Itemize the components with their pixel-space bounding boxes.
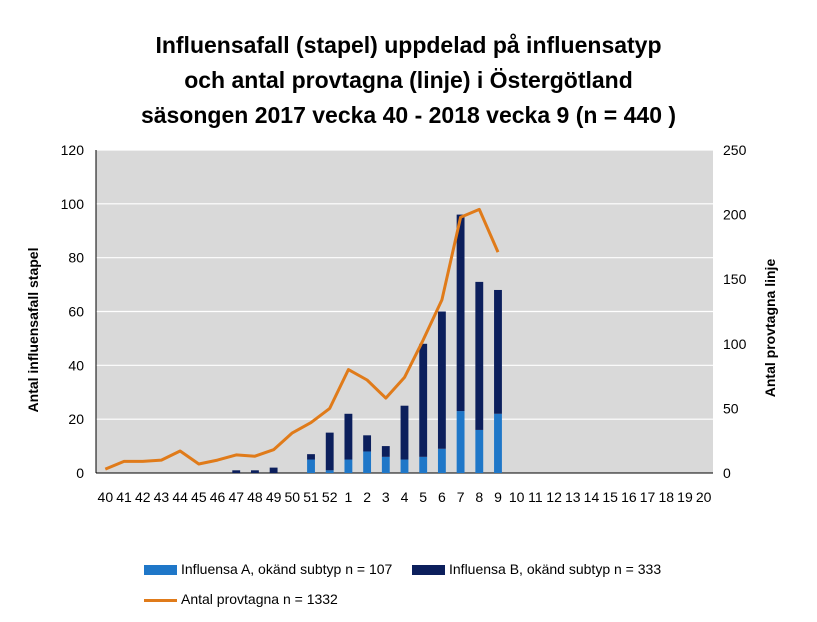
x-tick-label: 51 (303, 489, 319, 505)
bar-influensa-b (344, 413, 353, 460)
x-tick-label: 2 (363, 489, 371, 505)
y2-tick-label: 50 (723, 400, 739, 416)
y-tick-label: 60 (68, 304, 84, 320)
bar-influensa-b (325, 432, 334, 471)
x-tick-label: 40 (98, 489, 114, 505)
y2-tick-label: 0 (723, 465, 731, 481)
x-tick-label: 18 (658, 489, 674, 505)
y-tick-label: 100 (61, 196, 85, 212)
bars-group (232, 214, 502, 473)
bar-influensa-a (344, 459, 353, 473)
y-tick-label: 40 (68, 357, 84, 373)
bar-influensa-a (494, 413, 502, 473)
line-provtagna (104, 207, 500, 471)
x-tick-label: 7 (457, 489, 465, 505)
x-tick-label: 6 (438, 489, 446, 505)
legend-swatch-influensa-a (144, 565, 177, 576)
bar-influensa-b (475, 281, 484, 430)
bar-influensa-a (363, 451, 372, 473)
x-tick-label: 9 (494, 489, 502, 505)
bar-influensa-a (307, 459, 315, 473)
x-tick-label: 14 (584, 489, 600, 505)
bar-influensa-b (419, 343, 428, 457)
bar-influensa-a (381, 456, 390, 473)
x-tick-label: 1 (345, 489, 353, 505)
x-tick-label: 10 (509, 489, 525, 505)
x-tick-label: 19 (677, 489, 693, 505)
bar-influensa-a (325, 470, 334, 473)
chart-title-line-2: och antal provtagna (linje) i Östergötla… (184, 67, 633, 93)
bar-influensa-a (456, 411, 465, 473)
y-axis-title: Antal influensafall stapel (25, 248, 41, 413)
x-tick-label: 12 (546, 489, 562, 505)
x-tick-label: 48 (247, 489, 263, 505)
x-tick-label: 20 (696, 489, 712, 505)
x-tick-label: 46 (210, 489, 226, 505)
bar-influensa-b (307, 454, 315, 460)
x-axis-ticks: 40 41 42 43 44 45 46 47 48 49 50 51 52 1 2 3 4 5 6 7 8 9 10 11 1… (98, 489, 712, 505)
legend-item-influensa-b: Influensa B, okänd subtyp n = 333 (412, 561, 661, 577)
chart-title-line-3: säsongen 2017 vecka 40 - 2018 vecka 9 (n… (140, 102, 677, 128)
x-tick-label: 8 (475, 489, 483, 505)
x-tick-label: 44 (172, 489, 188, 505)
legend-label-influensa-b: Influensa B, okänd subtyp n = 333 (449, 561, 662, 577)
x-tick-label: 52 (322, 489, 338, 505)
legend-label-provtagna: Antal provtagna n = 1332 (181, 591, 338, 607)
y-tick-label: 20 (68, 411, 84, 427)
y-tick-label: 0 (76, 465, 84, 481)
y-tick-label: 120 (61, 142, 85, 158)
bar-influensa-b (494, 289, 502, 414)
bar-influensa-a (419, 456, 428, 473)
bar-influensa-b (437, 311, 446, 449)
legend-item-provtagna: Antal provtagna n = 1332 (144, 591, 338, 607)
chart-title: Influensafall (stapel) uppdelad på influ… (0, 28, 817, 133)
legend-swatch-influensa-b (412, 565, 445, 576)
bar-influensa-b (232, 470, 241, 473)
x-tick-label: 41 (116, 489, 132, 505)
x-tick-label: 11 (528, 489, 543, 505)
y2-tick-label: 250 (723, 142, 747, 158)
bar-influensa-b (456, 214, 465, 412)
left-axis-ticks: 0 20 40 60 80 100 120 (61, 142, 85, 481)
bar-influensa-b (400, 405, 409, 460)
x-tick-label: 5 (419, 489, 427, 505)
x-tick-label: 42 (135, 489, 151, 505)
bar-influensa-b (250, 470, 259, 473)
y2-tick-label: 100 (723, 336, 747, 352)
right-axis-ticks: 0 50 100 150 200 250 (723, 142, 747, 481)
y2-tick-label: 200 (723, 207, 747, 223)
y-tick-label: 80 (68, 250, 84, 266)
bar-influensa-a (437, 448, 446, 473)
x-tick-label: 49 (266, 489, 282, 505)
legend-swatch-provtagna (144, 598, 177, 602)
x-tick-label: 43 (154, 489, 170, 505)
legend-label-influensa-a: Influensa A, okänd subtyp n = 107 (181, 561, 393, 577)
chart-title-line-1: Influensafall (stapel) uppdelad på influ… (155, 32, 662, 58)
bar-influensa-a (400, 459, 409, 473)
x-tick-label: 13 (565, 489, 581, 505)
bar-influensa-b (269, 467, 278, 473)
x-tick-label: 17 (640, 489, 656, 505)
y2-axis-title: Antal provtagna linje (762, 259, 778, 398)
x-tick-label: 50 (285, 489, 301, 505)
bar-influensa-a (475, 429, 484, 473)
y2-tick-label: 150 (723, 271, 747, 287)
x-tick-label: 3 (382, 489, 390, 505)
x-tick-label: 4 (401, 489, 409, 505)
x-tick-label: 16 (621, 489, 637, 505)
x-tick-label: 15 (602, 489, 618, 505)
bar-influensa-b (363, 435, 372, 452)
bar-influensa-b (381, 446, 390, 457)
x-tick-label: 47 (228, 489, 244, 505)
legend-item-influensa-a: Influensa A, okänd subtyp n = 107 (144, 561, 392, 577)
lines-group (104, 207, 500, 471)
x-tick-label: 45 (191, 489, 207, 505)
